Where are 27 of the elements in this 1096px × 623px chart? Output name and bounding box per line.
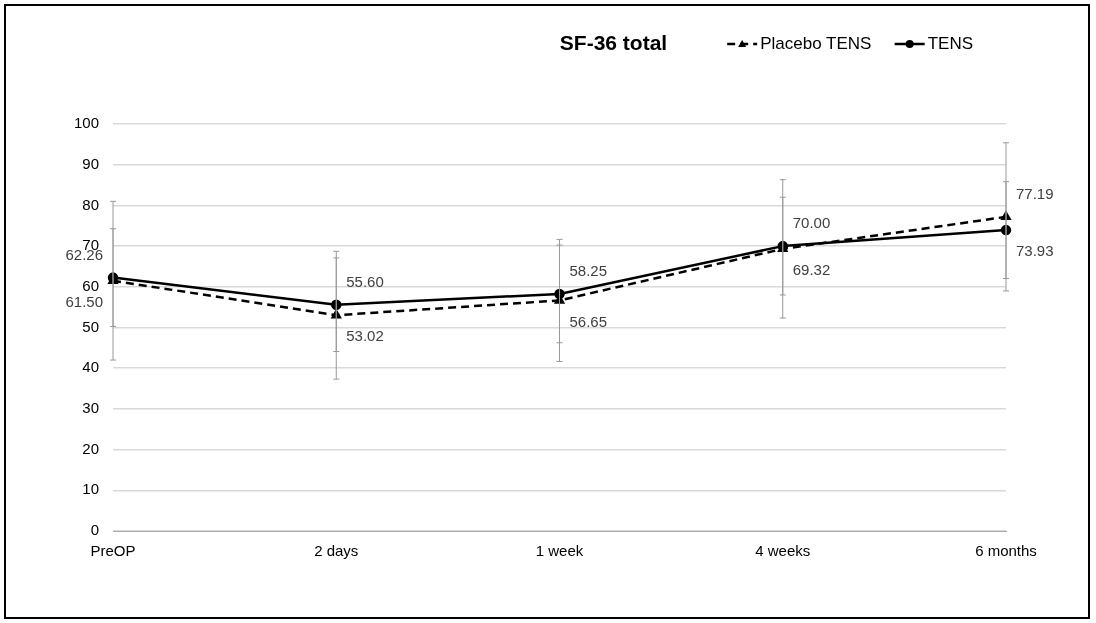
x-tick-label: 2 days — [314, 542, 359, 560]
chart-title: SF-36 total — [559, 30, 668, 54]
data-label: 73.93 — [1016, 242, 1054, 260]
y-tick-label: 90 — [82, 154, 100, 172]
data-label: 55.60 — [346, 272, 384, 290]
y-tick-label: 60 — [82, 276, 100, 294]
x-tick-label: 1 week — [535, 542, 584, 560]
y-tick-label: 10 — [82, 480, 100, 498]
y-tick-label: 50 — [82, 317, 100, 335]
y-tick-label: 20 — [82, 439, 100, 457]
y-tick-label: 40 — [82, 358, 100, 376]
data-label: 70.00 — [792, 214, 831, 232]
legend-label: TENS — [927, 33, 973, 53]
legend-label: Placebo TENS — [760, 33, 872, 53]
data-label: 77.19 — [1016, 184, 1054, 202]
data-label: 61.50 — [65, 292, 104, 310]
y-tick-label: 100 — [74, 114, 100, 132]
x-tick-label: 4 weeks — [755, 542, 811, 560]
data-label: 58.25 — [569, 262, 608, 280]
x-tick-label: 6 months — [975, 542, 1037, 560]
data-label: 53.02 — [346, 327, 384, 345]
data-label: 69.32 — [792, 261, 831, 279]
y-tick-label: 0 — [90, 521, 100, 539]
y-tick-label: 30 — [82, 399, 100, 417]
y-tick-label: 80 — [82, 195, 100, 213]
data-label: 56.65 — [569, 312, 608, 330]
x-tick-label: PreOP — [90, 542, 136, 560]
